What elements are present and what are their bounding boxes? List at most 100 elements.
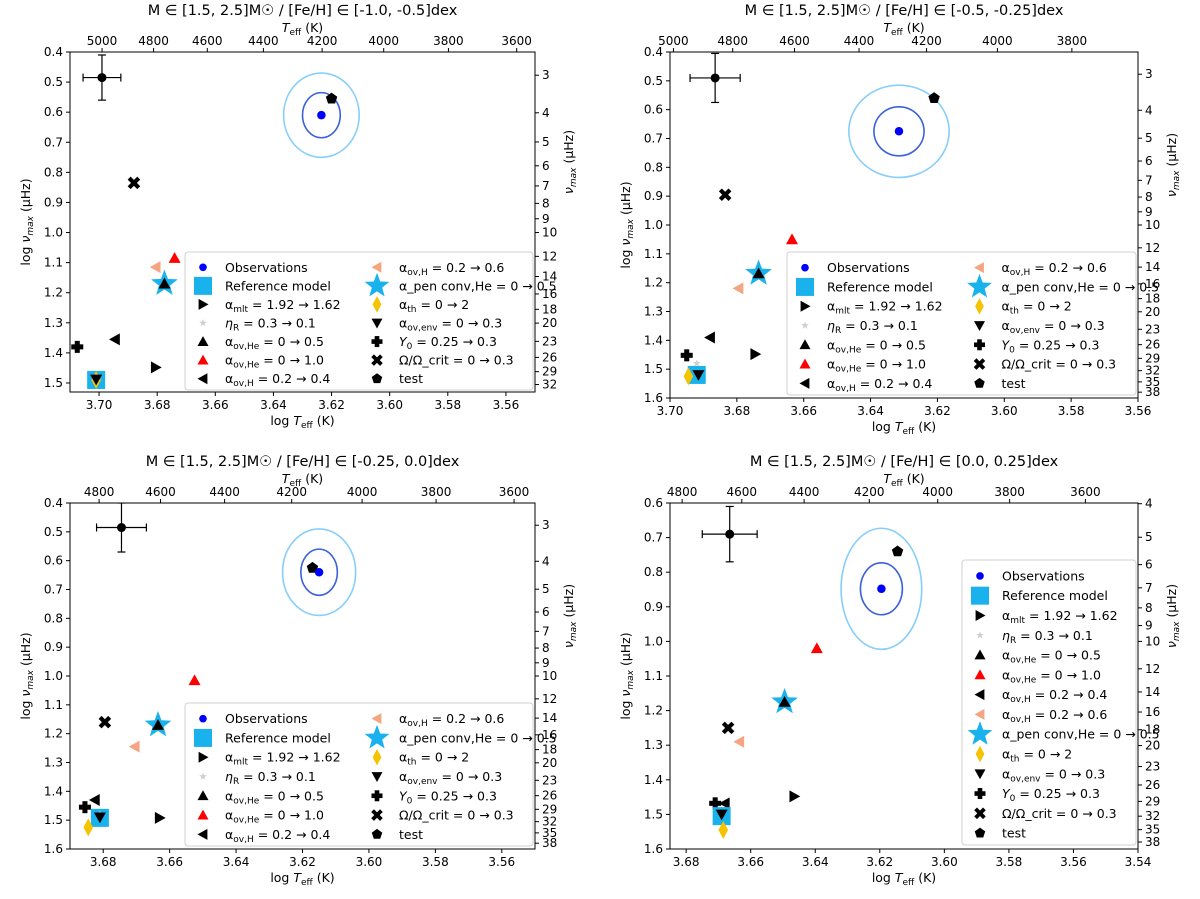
top-tick-label: 4800 <box>717 34 748 48</box>
legend-marker-test <box>371 828 383 839</box>
right-tick-label: 7 <box>1145 581 1153 595</box>
legend-label-obs: Observations <box>1002 568 1085 583</box>
right-tick-label: 18 <box>542 302 557 316</box>
legend-marker-th <box>975 745 985 763</box>
point-env <box>715 809 728 821</box>
legend-box <box>184 702 534 847</box>
ellipse-1sigma <box>300 548 339 597</box>
right-tick-label: 32 <box>542 378 557 392</box>
right-tick-label: 3 <box>542 68 550 82</box>
legend-marker-pen <box>364 272 390 297</box>
x-tick-label: 3.64 <box>223 855 250 869</box>
y-tick-label: 0.9 <box>644 189 663 203</box>
right-tick-label: 12 <box>1145 241 1160 255</box>
right-tick-label: 6 <box>1145 154 1153 168</box>
legend-label-etar: ηR = 0.3 → 0.1 <box>225 769 316 787</box>
legend-label-env: αov,env = 0 → 0.3 <box>399 316 502 334</box>
legend-label-ref: Reference model <box>1002 588 1108 603</box>
right-tick-label: 32 <box>1145 364 1160 378</box>
plot-area <box>680 52 950 386</box>
legend-marker-env <box>974 769 986 780</box>
y-tick-label: 1.4 <box>44 784 63 798</box>
legend-box <box>961 559 1137 846</box>
y-axis-label: log νmax (μHz) <box>18 178 36 265</box>
chart-title: M ∈ [1.5, 2.5]M☉ / [Fe/H] ∈ [0.0, 0.25]d… <box>750 454 1059 470</box>
right-tick-label: 9 <box>542 212 550 226</box>
legend-marker-omega <box>371 354 383 366</box>
point-ovhe5 <box>752 267 765 279</box>
point-th <box>683 367 694 386</box>
y-tick-label: 0.4 <box>644 45 663 59</box>
y-tick-label: 1.4 <box>644 333 663 347</box>
point-ovh6 <box>128 740 140 753</box>
right-tick-label: 6 <box>542 159 550 173</box>
legend-label-mlt: αmlt = 1.92 → 1.62 <box>1002 608 1118 626</box>
legend-label-etar: ηR = 0.3 → 0.1 <box>827 318 918 336</box>
point-omega <box>127 176 141 190</box>
y-tick-label: 0.7 <box>44 583 63 597</box>
chart-panel-1: M ∈ [1.5, 2.5]M☉ / [Fe/H] ∈ [-1.0, -0.5]… <box>18 3 579 431</box>
point-ovh6 <box>149 261 161 274</box>
x-tick-label: 3.62 <box>924 404 951 418</box>
legend-label-ovhe5: αov,He = 0 → 0.5 <box>225 788 324 806</box>
legend-label-ref: Reference model <box>225 278 331 293</box>
legend-label-env: αov,env = 0 → 0.3 <box>1002 318 1105 336</box>
y-tick-label: 0.4 <box>44 496 63 510</box>
right-tick-label: 20 <box>1145 739 1160 753</box>
legend-marker-etar <box>801 321 809 329</box>
y-tick-label: 1.2 <box>644 276 663 290</box>
legend-label-etar: ηR = 0.3 → 0.1 <box>1002 628 1093 646</box>
point-ovh4 <box>109 333 120 346</box>
y-tick-label: 0.8 <box>44 611 63 625</box>
legend-label-y0: Y0 = 0.25 → 0.3 <box>399 334 497 352</box>
point-observation <box>877 584 886 594</box>
point-etar <box>692 359 701 367</box>
x-tick-label: 3.70 <box>657 404 684 418</box>
right-tick-label: 18 <box>1145 723 1160 737</box>
right-tick-label: 29 <box>1145 351 1160 365</box>
right-tick-label: 29 <box>1145 794 1160 808</box>
right-tick-label: 32 <box>1145 809 1160 823</box>
top-tick-label: 4200 <box>307 34 338 48</box>
plot-area <box>71 54 360 389</box>
right-tick-label: 6 <box>1145 558 1153 572</box>
point-observation <box>894 127 904 136</box>
x-tick-label: 3.56 <box>488 855 515 869</box>
x-tick-label: 3.64 <box>802 855 829 869</box>
legend-label-obs: Observations <box>225 260 308 275</box>
point-ovhe10 <box>168 252 181 263</box>
legend-marker-omega <box>371 809 383 821</box>
errorbar-point <box>689 52 741 104</box>
point-th <box>83 818 94 837</box>
top-tick-label: 4000 <box>982 34 1013 48</box>
legend-marker-ovhe10 <box>974 669 986 680</box>
y-tick-label: 1.2 <box>644 704 663 718</box>
point-omega <box>721 721 735 735</box>
right-tick-label: 10 <box>1145 634 1160 648</box>
y-axis-label: log νmax (μHz) <box>18 632 36 719</box>
ellipse-2sigma <box>840 527 923 651</box>
point-y0 <box>78 801 91 814</box>
errorbar-point <box>95 503 147 553</box>
x-tick-label: 3.62 <box>866 855 893 869</box>
right-tick-label: 14 <box>542 269 557 283</box>
right-tick-label: 18 <box>542 743 557 757</box>
top-tick-label: 4000 <box>347 485 378 499</box>
legend-marker-pen <box>967 273 992 298</box>
point-ovh4 <box>718 797 730 810</box>
legend-marker-ovhe10 <box>197 809 209 820</box>
x-axis-label: log Teff (K) <box>270 870 334 888</box>
legend-marker-omega <box>973 358 986 370</box>
point-ovh4 <box>704 331 715 344</box>
legend-label-ovhe10: αov,He = 0 → 1.0 <box>225 353 324 371</box>
legend-marker-ref <box>194 728 212 747</box>
legend-marker-y0 <box>974 339 985 351</box>
x-tick-label: 3.56 <box>1125 404 1152 418</box>
right-tick-label: 18 <box>1145 292 1160 306</box>
point-mlt <box>154 811 166 824</box>
x-tick-label: 3.60 <box>356 855 383 869</box>
legend-label-ovhe5: αov,He = 0 → 0.5 <box>1002 648 1101 666</box>
x-axis-label: log Teff (K) <box>270 413 334 431</box>
y-tick-label: 1.5 <box>44 376 63 390</box>
top-tick-label: 4200 <box>276 485 307 499</box>
